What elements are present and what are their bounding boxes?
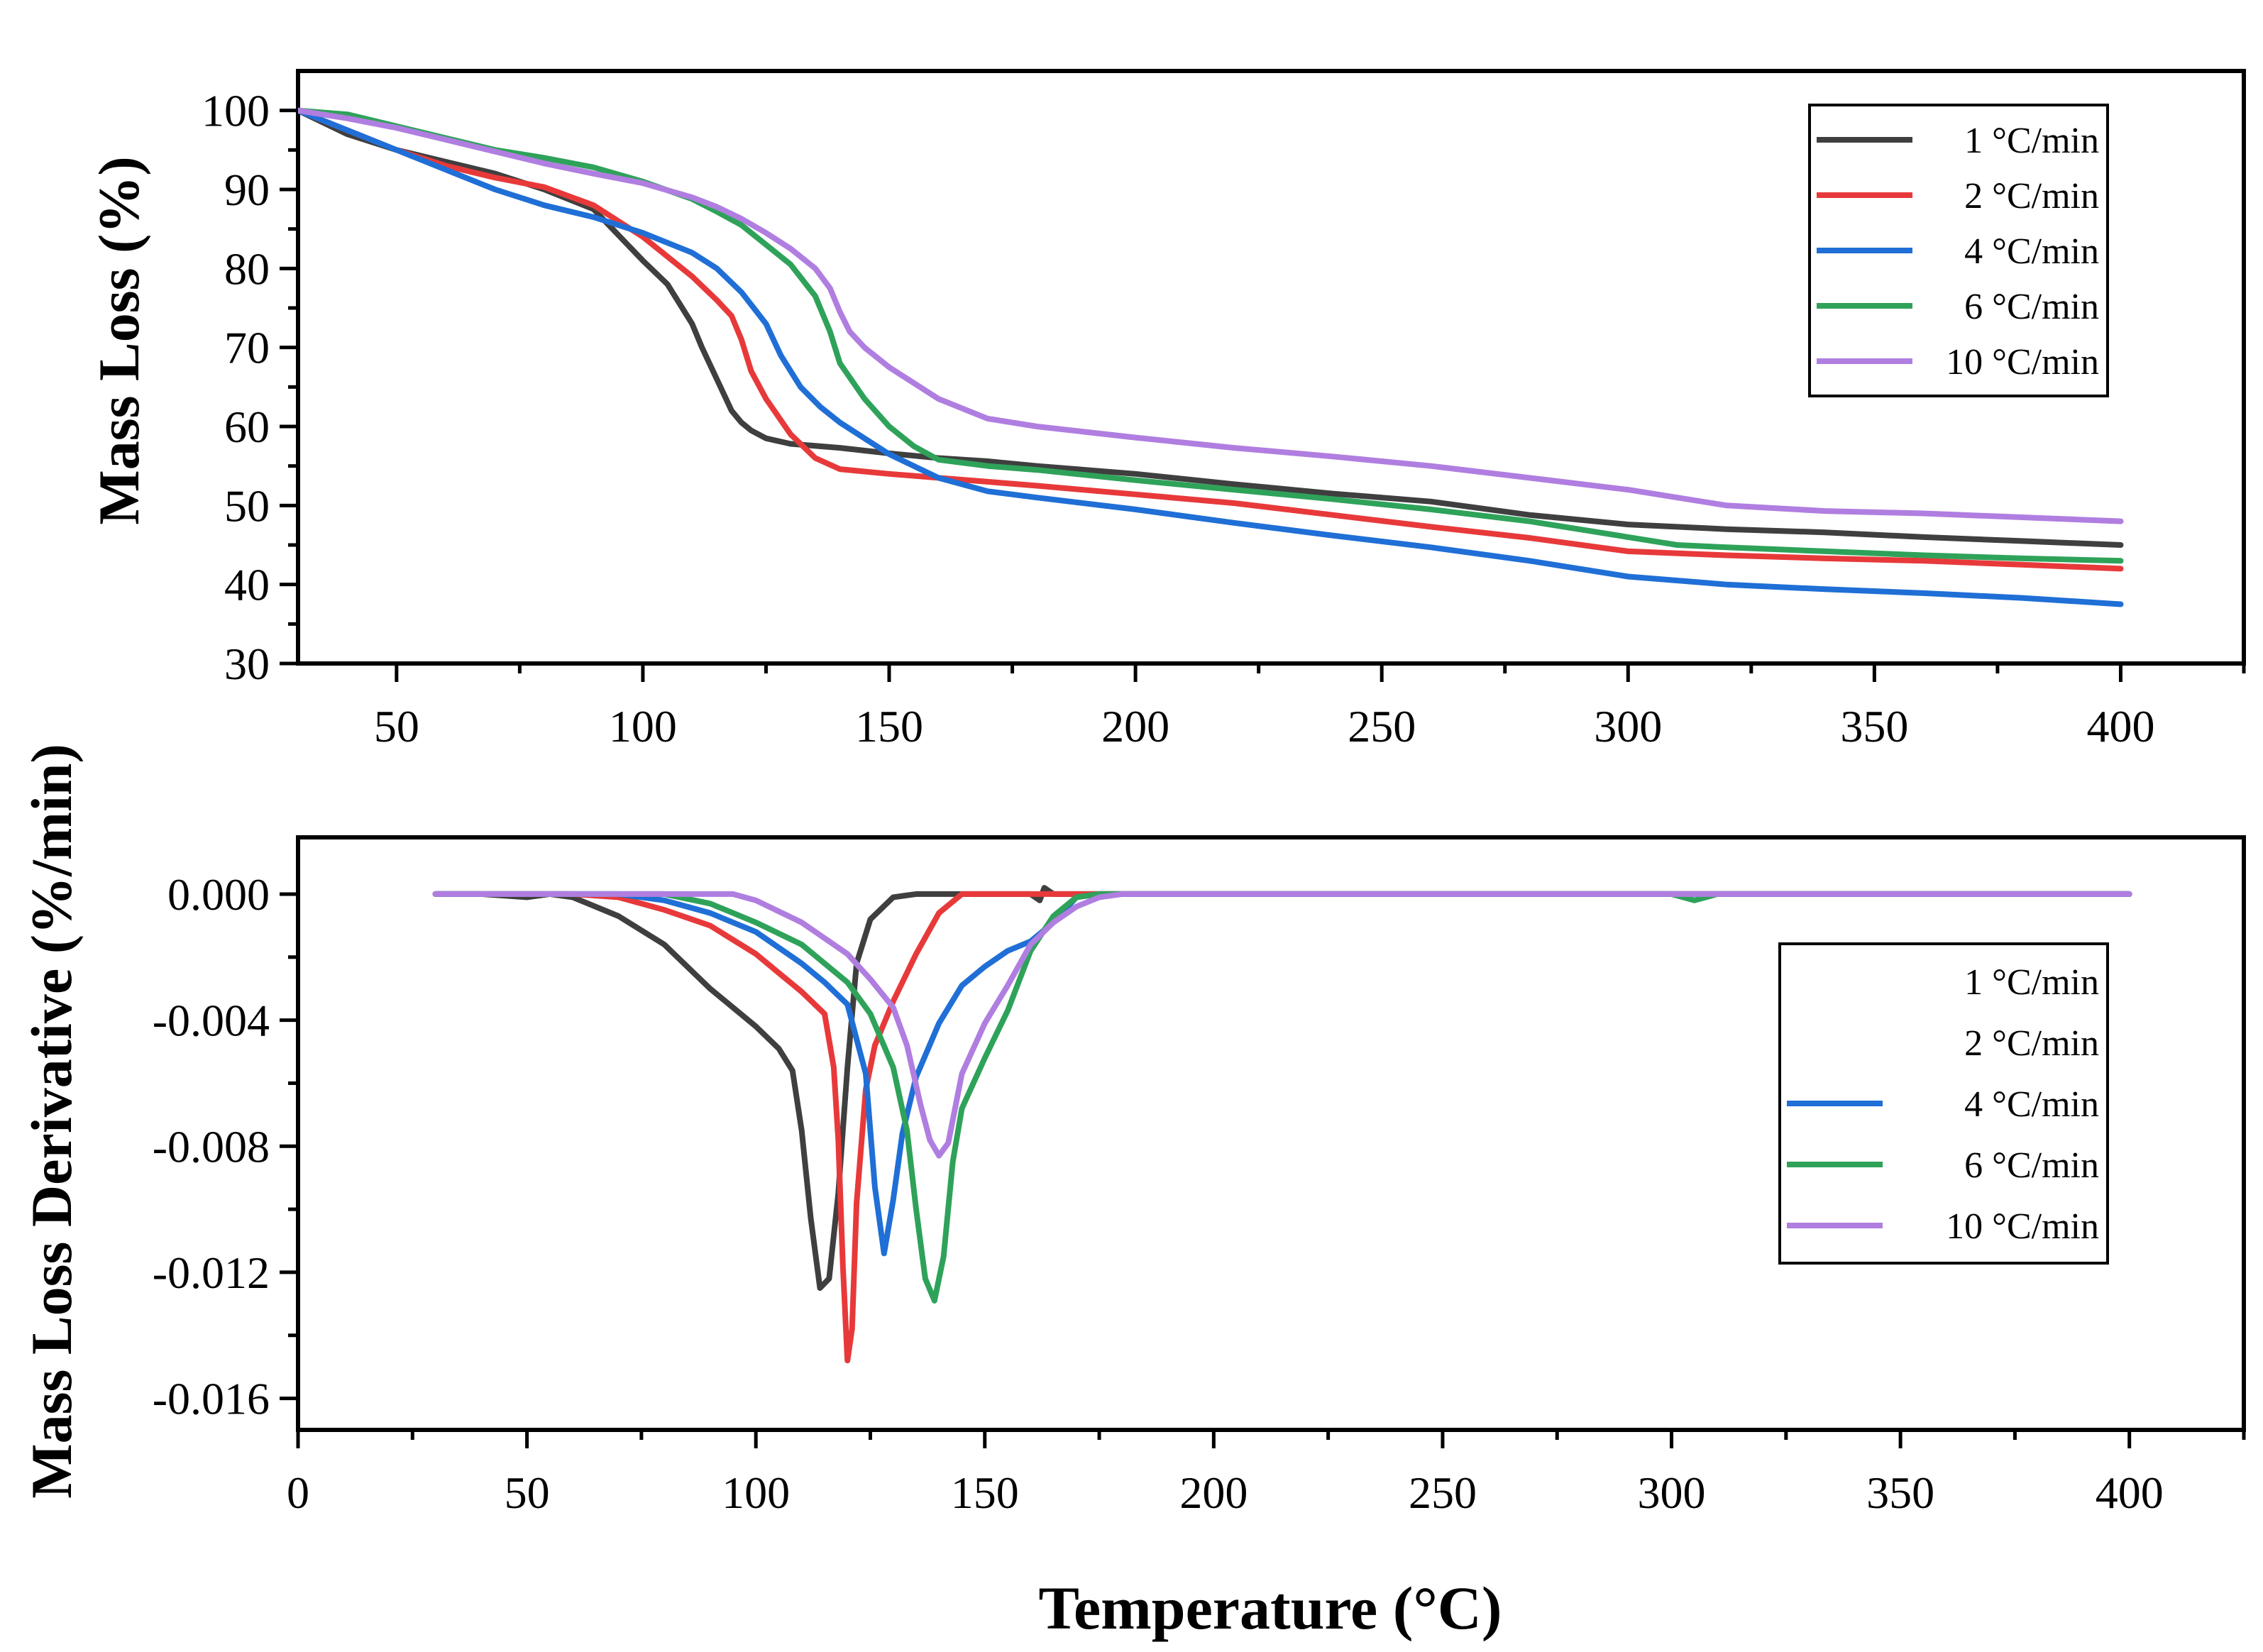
bottom-y-tick-label: 0.000 — [167, 869, 270, 920]
legend-label: 2 °C/min — [1964, 176, 2099, 216]
bottom-y-tick-label: -0.008 — [153, 1121, 270, 1172]
top-x-tick-label: 150 — [855, 701, 923, 751]
series-line-10c-per-min — [432, 891, 2132, 1159]
bottom-x-tick-label: 150 — [951, 1467, 1019, 1518]
top-y-tick-label: 100 — [202, 86, 270, 136]
x-axis-title: Temperature (°C) — [1039, 1574, 1502, 1642]
bottom-x-tick-label: 300 — [1638, 1467, 1706, 1518]
legend-label: 2 °C/min — [1964, 1023, 2099, 1064]
top-y-tick-label: 30 — [224, 639, 270, 689]
top-panel: Mass Loss (%) 50 100 150 200 250 300 350 400 30 4… — [87, 69, 2246, 751]
bottom-axes-frame — [296, 835, 2246, 1432]
top-axes-frame — [296, 69, 2246, 666]
bottom-x-tick-label: 50 — [505, 1467, 550, 1518]
legend-label: 6 °C/min — [1964, 287, 2099, 327]
legend-label: 1 °C/min — [1964, 121, 2099, 161]
bottom-x-tick-label: 0 — [287, 1467, 309, 1518]
top-y-tick-label: 80 — [224, 243, 270, 294]
series-line-2c-per-min — [432, 891, 2132, 1364]
top-y-tick-label: 90 — [224, 165, 270, 215]
bottom-legend: 1 °C/min 2 °C/min 4 °C/min 6 °C/min 10 °C/mi… — [1778, 942, 2109, 1265]
bottom-y-axis-title: Mass Loss Derivative (%/min) — [19, 744, 84, 1499]
bottom-y-tick-label: -0.012 — [153, 1248, 270, 1298]
legend-label: 6 °C/min — [1964, 1145, 2099, 1186]
bottom-x-tick-label: 200 — [1179, 1467, 1248, 1518]
top-x-tick-label: 100 — [609, 701, 677, 751]
top-x-tick-label: 300 — [1594, 701, 1662, 751]
top-x-tick-label: 350 — [1840, 701, 1908, 751]
top-y-tick-label: 70 — [224, 323, 270, 373]
top-x-tick-label: 250 — [1348, 701, 1416, 751]
series-line-10c-per-min — [298, 107, 2124, 524]
top-y-tick-label: 50 — [224, 480, 270, 531]
legend-label: 10 °C/min — [1946, 342, 2099, 382]
top-y-axis-title: Mass Loss (%) — [87, 156, 151, 524]
top-plot-area: 50 100 150 200 250 300 350 400 30 40 50 60 70 80 90 100 — [202, 69, 2246, 751]
top-y-tick-label: 40 — [224, 560, 270, 610]
top-legend: 1 °C/min 2 °C/min 4 °C/min 6 °C/min 10 °C/mi… — [1808, 104, 2109, 397]
legend-label: 4 °C/min — [1964, 1084, 2099, 1125]
bottom-x-tick-label: 100 — [722, 1467, 790, 1518]
bottom-x-tick-label: 250 — [1409, 1467, 1477, 1518]
top-y-tick-label: 60 — [224, 402, 270, 452]
legend-label: 1 °C/min — [1964, 962, 2099, 1003]
legend-label: 10 °C/min — [1946, 1206, 2099, 1247]
series-line-4c-per-min — [298, 107, 2124, 607]
legend-label: 4 °C/min — [1964, 231, 2099, 272]
series-line-6c-per-min — [298, 107, 2124, 564]
series-line-2c-per-min — [298, 107, 2124, 572]
top-x-tick-label: 200 — [1101, 701, 1169, 751]
bottom-plot-area: 0 50 100 150 200 250 300 350 400 0.000 -0.004 -0.00… — [153, 835, 2246, 1518]
bottom-x-tick-label: 350 — [1866, 1467, 1934, 1518]
top-x-tick-label: 400 — [2086, 701, 2154, 751]
top-x-tick-label: 50 — [374, 701, 419, 751]
bottom-y-tick-label: -0.004 — [153, 996, 270, 1046]
bottom-x-tick-label: 400 — [2096, 1467, 2164, 1518]
bottom-y-tick-label: -0.016 — [153, 1374, 270, 1424]
bottom-panel: Mass Loss Derivative (%/min) Temperature… — [19, 744, 2246, 1642]
